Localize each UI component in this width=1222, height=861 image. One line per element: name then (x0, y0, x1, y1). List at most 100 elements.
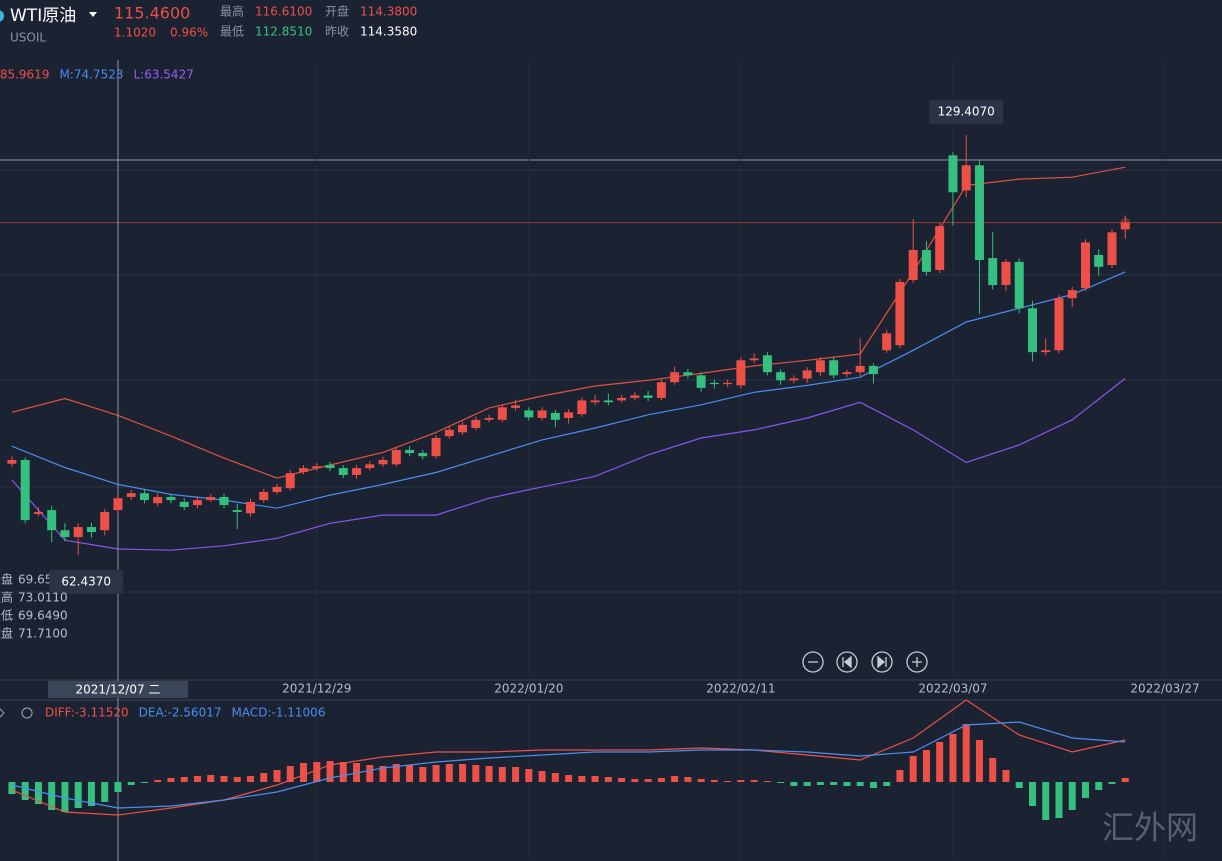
ohlc-value: 69.6490 (18, 609, 68, 623)
candle-body (1080, 242, 1090, 289)
macd-bar (604, 777, 612, 782)
candle-body (259, 491, 269, 501)
macd-bar (618, 778, 626, 782)
candle-body (656, 382, 666, 398)
candle-body (166, 496, 176, 501)
macd-bar (127, 782, 135, 785)
macd-bar (644, 779, 652, 782)
candle-body (497, 407, 507, 420)
macd-bar (260, 773, 268, 782)
candle-body (139, 493, 149, 501)
macd-bar (193, 776, 201, 782)
macd-bar (525, 769, 533, 782)
macd-bar (565, 775, 573, 782)
macd-legend: DEA:-2.56017 (139, 706, 222, 720)
candle-body (471, 419, 481, 428)
macd-bar (631, 779, 639, 782)
candle-body (895, 281, 905, 346)
macd-bar (551, 773, 559, 782)
macd-bar (472, 765, 480, 782)
icon (842, 655, 852, 669)
candle-body (33, 511, 43, 514)
candle-body (935, 226, 945, 271)
macd-bar (1028, 782, 1036, 806)
macd-bar (512, 767, 520, 782)
macd-bar (578, 776, 586, 782)
macd-bar (313, 762, 321, 782)
candle-body (1041, 350, 1051, 353)
candle-body (868, 365, 878, 375)
macd-bar (87, 782, 95, 806)
dropdown-arrow[interactable] (89, 12, 97, 17)
candle-body (696, 375, 706, 388)
candle-body (73, 527, 83, 538)
x-tick-label: 2022/03/07 (918, 682, 987, 696)
ohlc-value: 71.7100 (18, 627, 68, 641)
candle-body (47, 510, 57, 531)
candle-body (762, 355, 772, 373)
ohlc-value: 73.0110 (18, 591, 68, 605)
macd-bar (246, 776, 254, 782)
macd-bar (777, 782, 785, 783)
candle-body (776, 372, 786, 381)
macd-bar (763, 781, 771, 782)
macd-bar (21, 782, 29, 800)
candle-body (709, 382, 719, 385)
candle-body (683, 372, 693, 376)
macd-bar (962, 724, 970, 782)
candle-body (829, 360, 839, 376)
label-box (929, 100, 1004, 125)
high-label: 129.4070 (938, 105, 995, 119)
macd-bar (710, 780, 718, 782)
macd-bar (101, 782, 109, 802)
macd-bar (1042, 782, 1050, 820)
indicator-label: U:85.9619 (0, 68, 49, 82)
macd-bar (1002, 770, 1010, 782)
x-tick-label: 2021/12/29 (282, 682, 351, 696)
macd-bar (167, 778, 175, 782)
macd-bar (286, 766, 294, 782)
candle-body (1067, 290, 1077, 299)
candle-body (153, 496, 163, 504)
candle-body (378, 459, 388, 465)
candle-body (285, 473, 295, 489)
macd-bar (406, 765, 414, 782)
stat-label: 开盘 (325, 4, 349, 19)
macd-bar (737, 780, 745, 782)
macd-bar (989, 758, 997, 782)
macd-bar (1081, 782, 1089, 798)
macd-bar (8, 782, 16, 794)
candle-body (192, 500, 202, 506)
macd-bar (300, 763, 308, 782)
macd-bar (74, 782, 82, 808)
candle-body (179, 501, 189, 507)
symbol-code: USOIL (10, 31, 46, 45)
stat-label: 最高 (220, 4, 244, 19)
collapse-icon[interactable] (0, 708, 5, 718)
x-tick-label: 2022/02/11 (706, 682, 775, 696)
macd-bar (114, 782, 122, 792)
macd-bar (498, 767, 506, 782)
macd-bar (803, 782, 811, 786)
candle-body (232, 510, 242, 512)
candle-body (86, 527, 96, 533)
indicator-label: L:63.5427 (133, 68, 193, 82)
candle-body (365, 464, 375, 469)
settings-icon[interactable] (21, 707, 33, 719)
candle-body (272, 486, 282, 492)
candle-body (617, 397, 627, 401)
icon (877, 655, 887, 669)
candle-body (391, 449, 401, 465)
macd-bar (790, 782, 798, 786)
macd-bar (1108, 782, 1116, 784)
candle-body (338, 468, 348, 476)
candle-body (352, 468, 362, 476)
symbol-name[interactable]: WTI原油 (10, 6, 76, 26)
symbol-icon (0, 10, 4, 22)
candle-body (974, 165, 984, 260)
candle-body (603, 400, 613, 403)
candle-body (312, 466, 322, 469)
macd-bar (883, 782, 891, 786)
macd-bar (366, 765, 374, 782)
